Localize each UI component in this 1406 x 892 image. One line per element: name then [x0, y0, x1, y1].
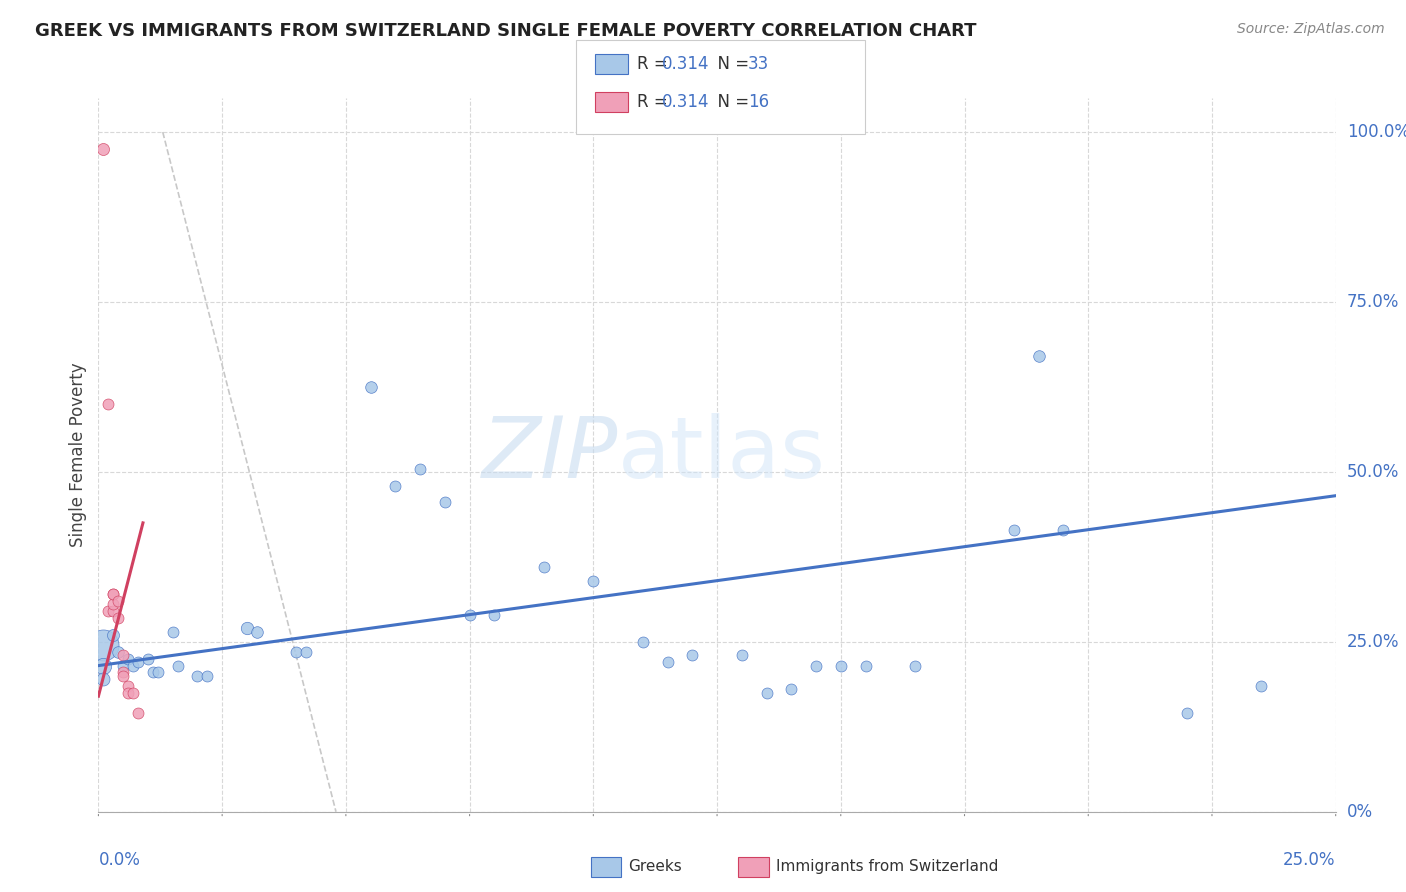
Text: GREEK VS IMMIGRANTS FROM SWITZERLAND SINGLE FEMALE POVERTY CORRELATION CHART: GREEK VS IMMIGRANTS FROM SWITZERLAND SIN… — [35, 22, 977, 40]
Point — [112, 648, 135, 663]
Point — [117, 686, 139, 700]
Point — [127, 706, 149, 721]
Point — [107, 594, 129, 608]
Point — [1028, 350, 1050, 364]
Text: R =: R = — [637, 93, 673, 111]
Point — [360, 380, 382, 394]
Text: Immigrants from Switzerland: Immigrants from Switzerland — [776, 859, 998, 873]
Text: 0.0%: 0.0% — [98, 851, 141, 869]
Text: N =: N = — [707, 55, 755, 73]
Point — [117, 652, 139, 666]
Text: 16: 16 — [748, 93, 769, 111]
Point — [136, 652, 159, 666]
Point — [93, 142, 115, 156]
Point — [195, 669, 218, 683]
Point — [112, 665, 135, 680]
Point — [731, 648, 754, 663]
Text: R =: R = — [637, 55, 673, 73]
Point — [97, 397, 120, 411]
Point — [1250, 679, 1272, 693]
Point — [122, 686, 145, 700]
Text: N =: N = — [707, 93, 755, 111]
Text: Source: ZipAtlas.com: Source: ZipAtlas.com — [1237, 22, 1385, 37]
Point — [112, 669, 135, 683]
Point — [409, 461, 432, 475]
Text: 0%: 0% — [1347, 803, 1372, 821]
Point — [93, 658, 115, 673]
Y-axis label: Single Female Poverty: Single Female Poverty — [69, 363, 87, 547]
Point — [904, 658, 927, 673]
Point — [142, 665, 165, 680]
Point — [1175, 706, 1198, 721]
Point — [103, 587, 125, 601]
Point — [458, 607, 481, 622]
Point — [93, 638, 115, 652]
Point — [804, 658, 827, 673]
Point — [433, 495, 456, 509]
Point — [103, 628, 125, 642]
Point — [166, 658, 188, 673]
Point — [631, 635, 654, 649]
Text: 25.0%: 25.0% — [1347, 632, 1399, 651]
Point — [246, 624, 269, 639]
Point — [657, 655, 679, 669]
Point — [533, 560, 555, 574]
Point — [855, 658, 877, 673]
Point — [830, 658, 852, 673]
Point — [1052, 523, 1074, 537]
Point — [755, 686, 778, 700]
Point — [186, 669, 208, 683]
Text: 0.314: 0.314 — [662, 93, 710, 111]
Text: 75.0%: 75.0% — [1347, 293, 1399, 311]
Point — [780, 682, 803, 697]
Text: 25.0%: 25.0% — [1284, 851, 1336, 869]
Text: 0.314: 0.314 — [662, 55, 710, 73]
Point — [117, 679, 139, 693]
Point — [285, 645, 308, 659]
Point — [484, 607, 506, 622]
Text: 33: 33 — [748, 55, 769, 73]
Point — [97, 604, 120, 618]
Point — [103, 587, 125, 601]
Point — [127, 655, 149, 669]
Point — [162, 624, 184, 639]
Point — [122, 658, 145, 673]
Text: 50.0%: 50.0% — [1347, 463, 1399, 481]
Text: 100.0%: 100.0% — [1347, 123, 1406, 141]
Point — [107, 611, 129, 625]
Point — [146, 665, 169, 680]
Point — [107, 645, 129, 659]
Text: ZIP: ZIP — [482, 413, 619, 497]
Point — [103, 598, 125, 612]
Point — [295, 645, 318, 659]
Point — [1002, 523, 1025, 537]
Point — [93, 672, 115, 686]
Point — [384, 478, 406, 492]
Text: atlas: atlas — [619, 413, 827, 497]
Point — [681, 648, 703, 663]
Point — [103, 604, 125, 618]
Point — [236, 621, 259, 635]
Text: Greeks: Greeks — [628, 859, 682, 873]
Point — [582, 574, 605, 588]
Point — [112, 658, 135, 673]
